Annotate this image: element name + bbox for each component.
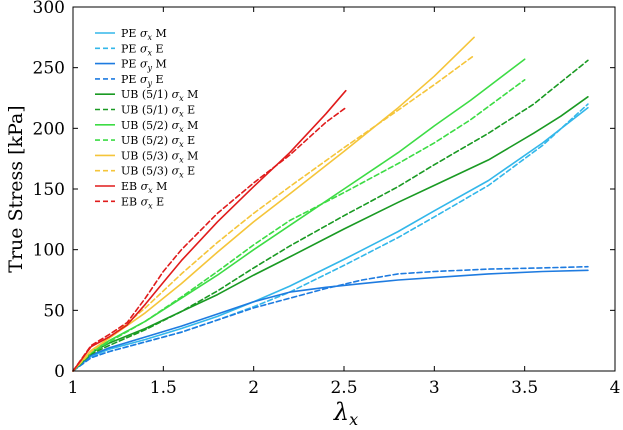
y-tick-label: 150 <box>33 180 65 200</box>
series-line-10 <box>72 89 347 372</box>
series-line-2 <box>72 269 589 372</box>
legend-label-0: PE σx M <box>121 27 167 42</box>
legend-label-3: PE σy E <box>121 73 164 88</box>
legend-label-1: PE σx E <box>121 42 164 57</box>
series-line-11 <box>72 106 347 372</box>
x-tick-label: 2.5 <box>330 378 357 398</box>
legend-label-7: UB (5/2) σx E <box>121 134 195 149</box>
y-axis-title: True Stress [kPa] <box>5 105 27 272</box>
legend-label-9: UB (5/3) σx E <box>121 165 195 180</box>
y-tick-label: 250 <box>33 59 65 79</box>
tick-layer: 1 1.5 2 2.5 3 3.5 4 0 50 100 150 200 250 300 <box>33 0 621 398</box>
series-layer <box>72 36 589 372</box>
y-tick-label: 100 <box>33 241 65 261</box>
x-tick-label: 1.5 <box>150 378 177 398</box>
x-axis-title: λx <box>333 398 358 429</box>
legend-label-2: PE σy M <box>121 58 167 73</box>
legend-label-8: UB (5/3) σx M <box>121 149 198 164</box>
x-tick-label: 4 <box>610 378 621 398</box>
y-tick-label: 200 <box>33 119 65 139</box>
y-tick-label: 0 <box>54 362 65 382</box>
legend-label-6: UB (5/2) σx M <box>121 119 198 134</box>
series-line-9 <box>72 54 475 372</box>
series-line-0 <box>72 106 589 372</box>
legend: PE σx MPE σx EPE σy MPE σy EUB (5/1) σx … <box>95 27 198 210</box>
series-line-7 <box>72 79 526 372</box>
legend-label-10: EB σx M <box>121 180 167 195</box>
y-tick-label: 50 <box>43 301 65 321</box>
x-tick-label: 3.5 <box>511 378 538 398</box>
x-tick-label: 2 <box>248 378 259 398</box>
legend-label-11: EB σx E <box>121 195 164 210</box>
legend-label-5: UB (5/1) σx E <box>121 104 195 119</box>
series-line-5 <box>72 59 589 372</box>
series-line-4 <box>72 96 589 372</box>
legend-label-4: UB (5/1) σx M <box>121 88 198 103</box>
y-tick-label: 300 <box>33 0 65 18</box>
series-line-3 <box>72 265 589 372</box>
x-tick-label: 1 <box>68 378 79 398</box>
x-tick-label: 3 <box>429 378 440 398</box>
series-line-6 <box>72 58 526 372</box>
